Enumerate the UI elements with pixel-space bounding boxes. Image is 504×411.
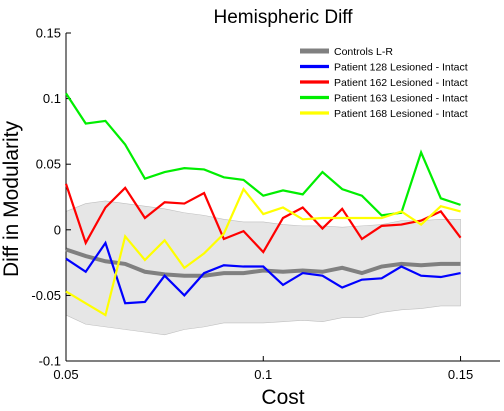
y-axis-label: Diff in Modularity xyxy=(0,121,23,278)
plot-area: -0.1 -0.05 0 0.05 0.1 0.15 0.05 0.1 0.15 Controls… xyxy=(31,26,500,382)
y-tick-label: 0.1 xyxy=(43,91,61,106)
series-line-3 xyxy=(64,183,462,254)
chart-title: Hemispheric Diff xyxy=(213,7,353,28)
y-tick-label: 0.05 xyxy=(36,157,61,172)
legend-label: Patient 128 Lesioned - Intact xyxy=(334,62,468,74)
y-tick-label: 0.15 xyxy=(36,26,61,41)
series-line-1 xyxy=(65,247,461,278)
series-line-2 xyxy=(65,240,461,305)
legend-label: Patient 162 Lesioned - Intact xyxy=(334,77,468,89)
legend-label: Patient 168 Lesioned - Intact xyxy=(334,108,468,120)
x-tick-label: 0.15 xyxy=(448,367,473,382)
x-tick-label: 0.1 xyxy=(254,367,272,382)
y-tick-label: -0.05 xyxy=(31,288,61,303)
series-line-5 xyxy=(65,187,461,317)
legend-label: Patient 163 Lesioned - Intact xyxy=(334,93,468,105)
x-tick-label: 0.05 xyxy=(53,367,78,382)
y-tick-label: 0 xyxy=(54,222,61,237)
x-axis-label: Cost xyxy=(261,386,304,409)
y-tick-label: -0.1 xyxy=(39,354,61,369)
legend-label: Controls L-R xyxy=(334,46,393,58)
